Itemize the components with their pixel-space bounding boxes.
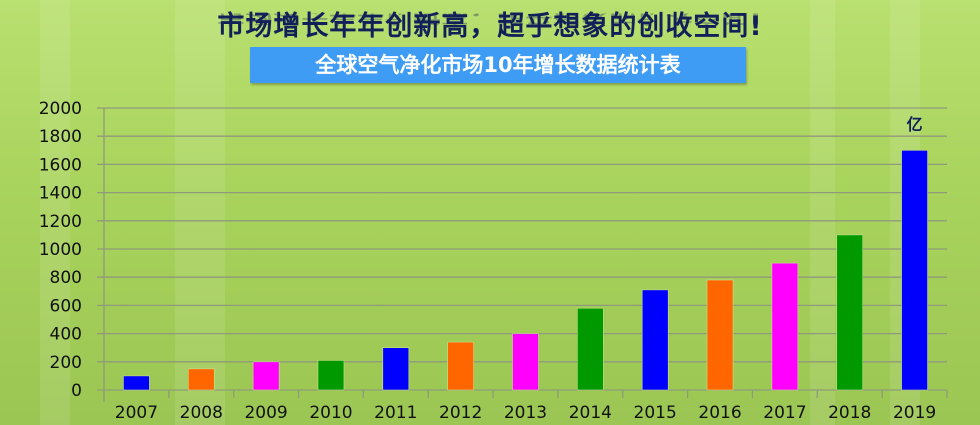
x-tick-label: 2017 — [763, 403, 806, 423]
y-tick-label: 600 — [50, 296, 82, 316]
y-tick-label: 400 — [50, 325, 82, 345]
y-tick-label: 1000 — [39, 240, 82, 260]
bar-2008 — [187, 368, 215, 391]
bar-2016 — [706, 279, 734, 391]
bg-stripe — [810, 0, 835, 425]
x-tick-label: 2018 — [828, 403, 871, 423]
y-tick-label: 1800 — [39, 127, 82, 147]
unit-label: 亿 — [907, 115, 923, 134]
x-tick-label: 2009 — [244, 403, 287, 423]
bar-2018 — [836, 234, 864, 391]
y-tick-label: 0 — [71, 381, 82, 401]
bar-2019 — [901, 150, 928, 391]
headline: 市场增长年年创新高，超乎想象的创收空间! — [217, 11, 763, 42]
bg-stripe — [40, 0, 70, 425]
x-tick-label: 2012 — [439, 403, 482, 423]
bar-2013 — [512, 333, 539, 391]
y-tick-label: 2000 — [39, 99, 82, 119]
x-tick-label: 2019 — [893, 403, 936, 423]
x-tick-label: 2016 — [698, 403, 741, 423]
x-tick-label: 2010 — [309, 403, 352, 423]
chart-title: 全球空气净化市场10年增长数据统计表 — [250, 47, 746, 83]
bar-2017 — [771, 262, 799, 391]
bar-2009 — [252, 361, 280, 391]
x-tick-label: 2007 — [115, 403, 158, 423]
y-tick-label: 1600 — [39, 155, 82, 175]
x-tick-label: 2011 — [374, 403, 417, 423]
y-tick-label: 800 — [50, 268, 82, 288]
bar-2012 — [447, 341, 474, 391]
y-tick-label: 1200 — [39, 212, 82, 232]
bar-2007 — [123, 375, 150, 391]
x-tick-label: 2008 — [180, 403, 223, 423]
bar-2010 — [317, 360, 345, 391]
x-tick-label: 2014 — [569, 403, 612, 423]
y-tick-label: 1400 — [39, 184, 82, 204]
bg-stripe — [175, 0, 225, 425]
bar-2014 — [577, 307, 604, 391]
bar-2015 — [641, 289, 669, 391]
x-tick-label: 2015 — [634, 403, 677, 423]
y-tick-label: 200 — [50, 353, 82, 373]
bar-2011 — [382, 347, 410, 391]
x-tick-label: 2013 — [504, 403, 547, 423]
